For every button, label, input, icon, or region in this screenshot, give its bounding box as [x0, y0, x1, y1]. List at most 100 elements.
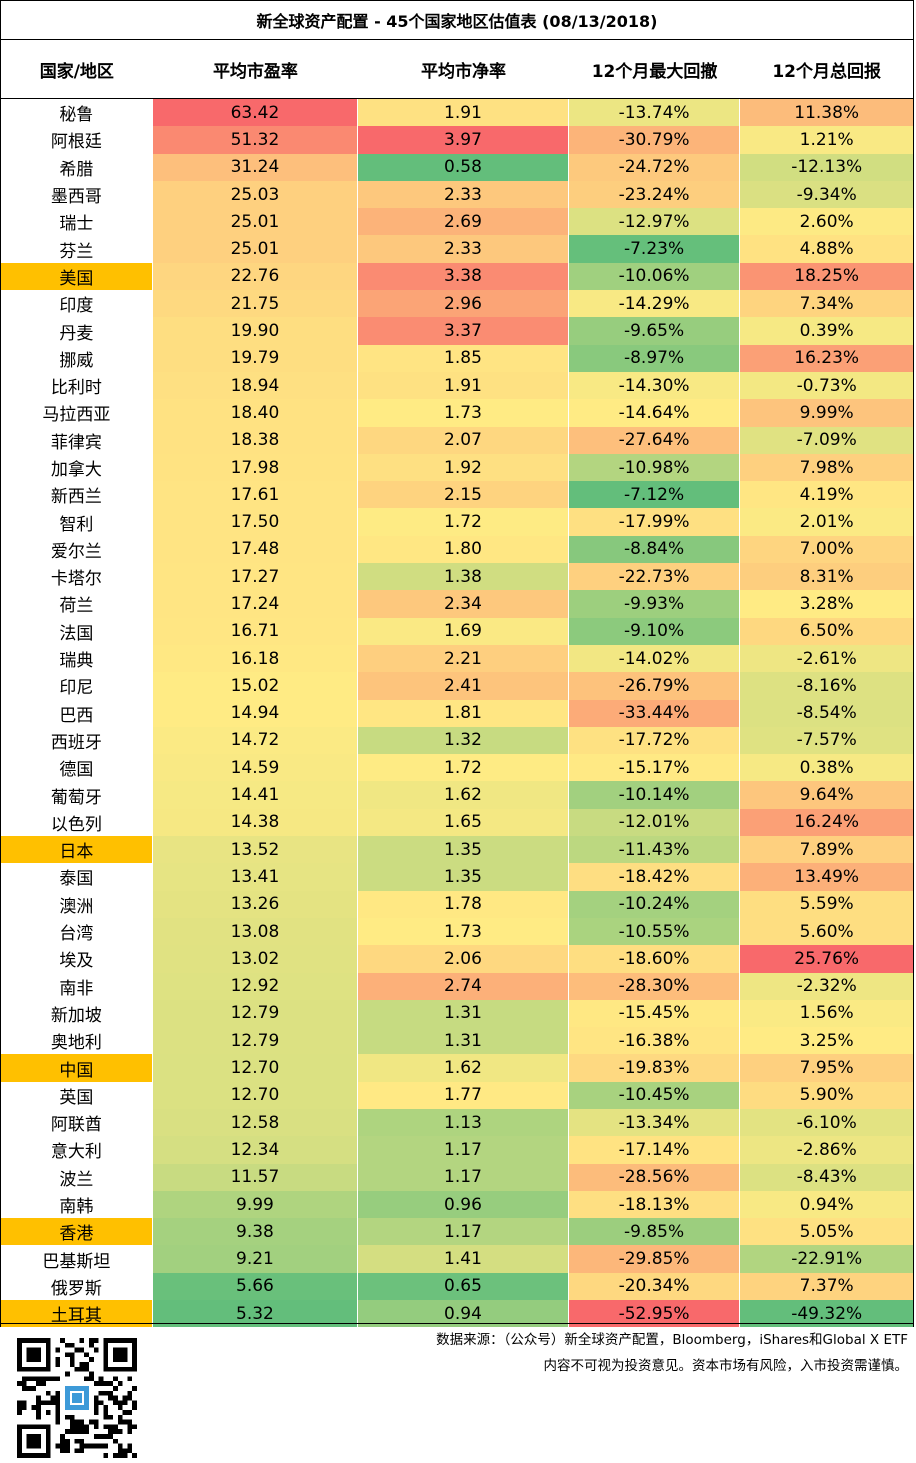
country-cell: 巴基斯坦: [1, 1245, 153, 1273]
pb-cell: 1.77: [358, 1081, 569, 1109]
country-cell: 南非: [1, 972, 153, 1000]
return-cell: 5.59%: [740, 890, 913, 918]
pb-cell: 1.17: [358, 1136, 569, 1164]
drawdown-cell: -10.24%: [568, 890, 741, 918]
pe-cell: 63.42: [152, 99, 359, 127]
country-cell: 英国: [1, 1081, 153, 1109]
table-row: 以色列 14.38 1.65 -12.01% 16.24%: [0, 808, 914, 837]
pb-cell: 2.06: [358, 945, 569, 973]
pe-cell: 25.03: [152, 180, 359, 209]
country-cell: 芬兰: [1, 235, 153, 263]
table-row: 印度 21.75 2.96 -14.29% 7.34%: [0, 290, 914, 318]
return-cell: 8.31%: [740, 563, 913, 591]
table-row: 加拿大 17.98 1.92 -10.98% 7.98%: [0, 453, 914, 482]
return-cell: 16.23%: [740, 344, 913, 372]
pe-cell: 12.58: [152, 1108, 359, 1137]
return-cell: 2.01%: [740, 508, 913, 536]
pe-cell: 18.38: [152, 426, 359, 454]
table-row: 西班牙 14.72 1.32 -17.72% -7.57%: [0, 726, 914, 755]
country-cell: 马拉西亚: [1, 399, 153, 427]
country-cell: 丹麦: [1, 317, 153, 345]
return-cell: -9.34%: [740, 180, 913, 209]
drawdown-cell: -13.74%: [568, 99, 741, 127]
pb-cell: 2.21: [358, 644, 569, 673]
table-row: 丹麦 19.90 3.37 -9.65% 0.39%: [0, 317, 914, 345]
table-row: 波兰 11.57 1.17 -28.56% -8.43%: [0, 1163, 914, 1191]
country-cell: 日本: [1, 836, 153, 864]
drawdown-cell: -33.44%: [568, 699, 741, 727]
drawdown-cell: -9.93%: [568, 590, 741, 618]
header-return: 12个月总回报: [772, 61, 882, 82]
country-cell: 秘鲁: [1, 99, 153, 127]
table-row: 台湾 13.08 1.73 -10.55% 5.60%: [0, 917, 914, 946]
country-cell: 阿联酋: [1, 1108, 153, 1137]
country-cell: 巴西: [1, 699, 153, 727]
country-cell: 希腊: [1, 153, 153, 181]
pe-cell: 13.08: [152, 917, 359, 946]
pe-cell: 14.94: [152, 699, 359, 727]
return-cell: -0.73%: [740, 371, 913, 400]
header-drawdown: 12个月最大回撤: [591, 61, 718, 82]
drawdown-cell: -14.64%: [568, 399, 741, 427]
return-cell: -8.43%: [740, 1163, 913, 1191]
drawdown-cell: -30.79%: [568, 126, 741, 154]
pb-cell: 1.35: [358, 836, 569, 864]
pb-cell: 0.58: [358, 153, 569, 181]
table-row: 俄罗斯 5.66 0.65 -20.34% 7.37%: [0, 1272, 914, 1301]
pe-cell: 31.24: [152, 153, 359, 181]
pb-cell: 1.73: [358, 917, 569, 946]
table-row: 法国 16.71 1.69 -9.10% 6.50%: [0, 617, 914, 645]
return-cell: 25.76%: [740, 945, 913, 973]
pb-cell: 0.96: [358, 1190, 569, 1219]
drawdown-cell: -27.64%: [568, 426, 741, 454]
pe-cell: 17.50: [152, 508, 359, 536]
drawdown-cell: -9.10%: [568, 617, 741, 645]
return-cell: 5.60%: [740, 917, 913, 946]
country-cell: 台湾: [1, 917, 153, 946]
return-cell: 3.25%: [740, 1027, 913, 1055]
return-cell: 9.99%: [740, 399, 913, 427]
pb-cell: 1.13: [358, 1108, 569, 1137]
pe-cell: 12.70: [152, 1054, 359, 1082]
drawdown-cell: -17.72%: [568, 726, 741, 755]
header-pb: 平均市净率: [420, 61, 506, 82]
table-row: 美国 22.76 3.38 -10.06% 18.25%: [0, 262, 914, 291]
table-row: 荷兰 17.24 2.34 -9.93% 3.28%: [0, 590, 914, 618]
pe-cell: 17.98: [152, 453, 359, 482]
pb-cell: 2.96: [358, 290, 569, 318]
country-cell: 爱尔兰: [1, 535, 153, 564]
disclaimer-note: 内容不可视为投资意见。资本市场有风险，入市投资需谨慎。: [543, 1358, 909, 1374]
pe-cell: 17.61: [152, 481, 359, 509]
table-row: 埃及 13.02 2.06 -18.60% 25.76%: [0, 945, 914, 973]
pe-cell: 11.57: [152, 1163, 359, 1191]
return-cell: -12.13%: [740, 153, 913, 181]
drawdown-cell: -24.72%: [568, 153, 741, 181]
pb-cell: 1.17: [358, 1163, 569, 1191]
pb-cell: 1.62: [358, 1054, 569, 1082]
table-row: 马拉西亚 18.40 1.73 -14.64% 9.99%: [0, 399, 914, 427]
pb-cell: 3.37: [358, 317, 569, 345]
pe-cell: 9.38: [152, 1218, 359, 1246]
country-cell: 香港: [1, 1218, 153, 1246]
country-cell: 德国: [1, 754, 153, 782]
drawdown-cell: -10.14%: [568, 781, 741, 809]
country-cell: 埃及: [1, 945, 153, 973]
country-cell: 奥地利: [1, 1027, 153, 1055]
pb-cell: 2.34: [358, 590, 569, 618]
pb-cell: 1.31: [358, 1027, 569, 1055]
return-cell: -49.32%: [740, 1300, 913, 1328]
table-row: 日本 13.52 1.35 -11.43% 7.89%: [0, 836, 914, 864]
return-cell: -2.61%: [740, 644, 913, 673]
pe-cell: 22.76: [152, 262, 359, 291]
pe-cell: 25.01: [152, 208, 359, 236]
country-cell: 菲律宾: [1, 426, 153, 454]
pe-cell: 13.41: [152, 863, 359, 891]
return-cell: 5.05%: [740, 1218, 913, 1246]
pb-cell: 1.31: [358, 999, 569, 1028]
country-cell: 澳洲: [1, 890, 153, 918]
pe-cell: 16.18: [152, 644, 359, 673]
table-row: 新西兰 17.61 2.15 -7.12% 4.19%: [0, 481, 914, 509]
pb-cell: 1.78: [358, 890, 569, 918]
drawdown-cell: -28.30%: [568, 972, 741, 1000]
table-header: 国家/地区 平均市盈率 平均市净率 12个月最大回撤 12个月总回报: [0, 40, 914, 99]
